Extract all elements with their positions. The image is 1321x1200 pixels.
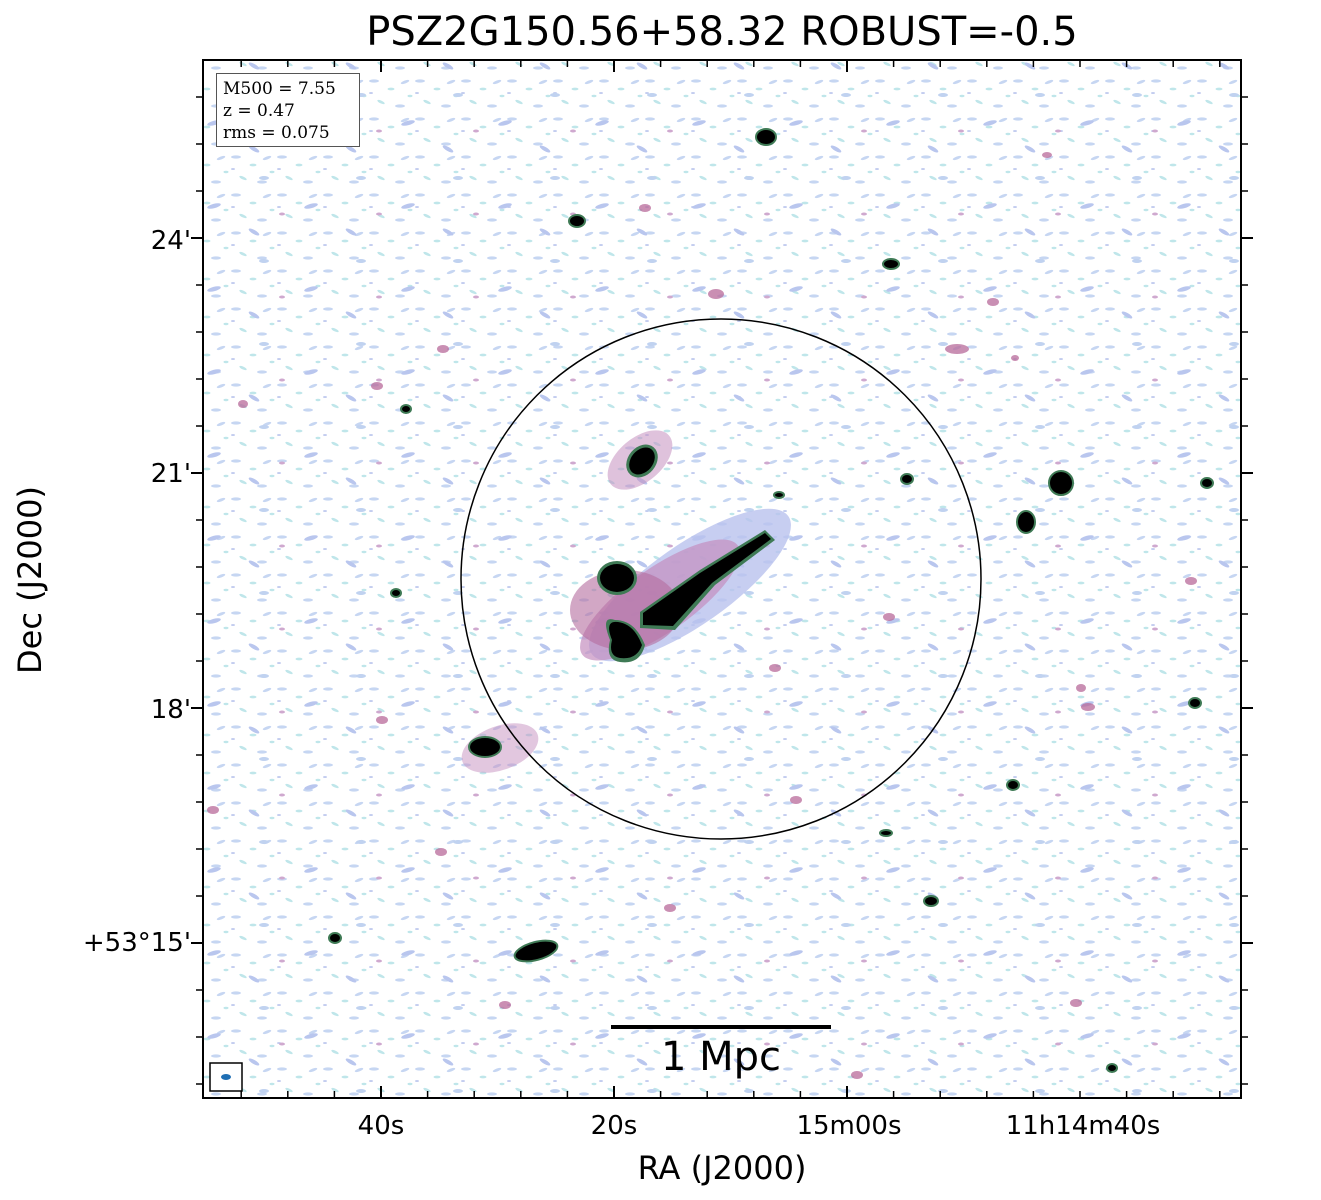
- y-tick-label: 24': [150, 226, 191, 256]
- beam-ellipse: [221, 1074, 231, 1080]
- compact-sources: [328, 128, 1214, 1073]
- scale-bar-label: 1 Mpc: [660, 1034, 782, 1080]
- y-tick-label: 18': [150, 695, 191, 725]
- y-tick-label: 21': [150, 459, 191, 489]
- x-axis-label: RA (J2000): [637, 1149, 807, 1187]
- x-tick-label: 15m00s: [796, 1111, 902, 1141]
- y-axis-label: Dec (J2000): [11, 486, 49, 674]
- plot-frame: [202, 59, 1242, 1099]
- plot-title: PSZ2G150.56+58.32 ROBUST=-0.5: [366, 9, 1078, 55]
- x-tick-label: 11h14m40s: [1005, 1111, 1161, 1141]
- central-radio-source: [597, 444, 775, 663]
- x-tick-label: 40s: [357, 1111, 405, 1141]
- y-tick-label: +53°15': [82, 928, 191, 958]
- rms-text: rms = 0.075: [223, 123, 330, 143]
- faint-emission: [207, 152, 1197, 1079]
- r500-circle: [460, 318, 982, 840]
- axis-ticks: [191, 60, 1253, 1098]
- x-tick-label: 20s: [590, 1111, 638, 1141]
- info-box: M500 = 7.55 z = 0.47 rms = 0.075: [216, 73, 360, 147]
- redshift-text: z = 0.47: [223, 101, 295, 121]
- m500-text: M500 = 7.55: [223, 79, 336, 99]
